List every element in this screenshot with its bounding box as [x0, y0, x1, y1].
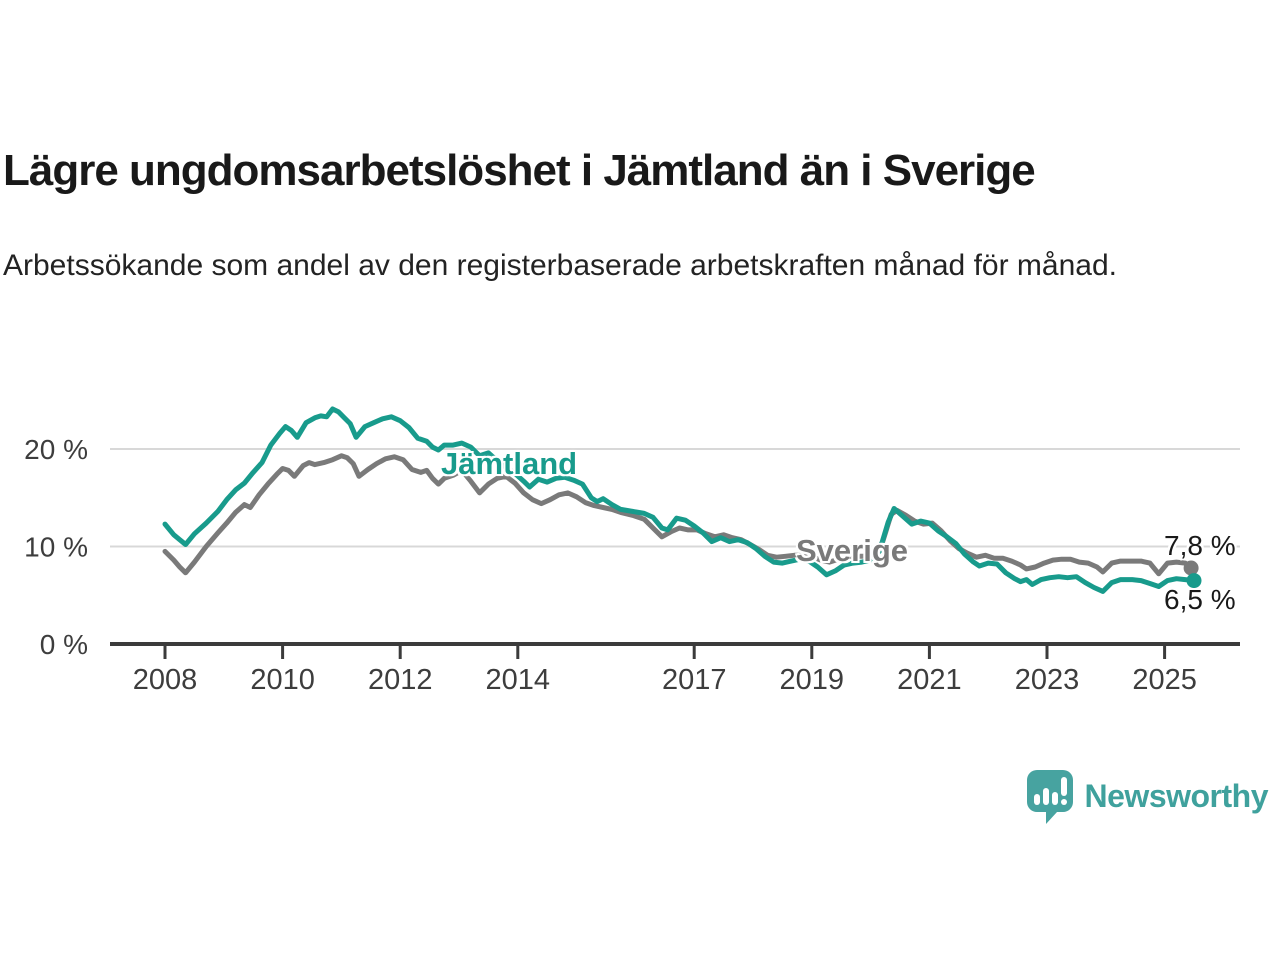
- bar-3: [1051, 792, 1058, 805]
- series-endpoint-sverige: [1183, 560, 1199, 576]
- x-axis-label-2010: 2010: [250, 664, 315, 696]
- x-axis-label-2017: 2017: [662, 664, 727, 696]
- exclamation-stem: [1060, 777, 1067, 796]
- series-line-sverige: [162, 453, 1194, 577]
- newsworthy-logo-icon: [1026, 770, 1073, 824]
- page-title: Lägre ungdomsarbetslöshet i Jämtland än …: [3, 146, 1036, 195]
- series-label-jamtland: Jämtland: [441, 446, 578, 481]
- series-line-jmtland: [162, 406, 1197, 594]
- page-subtitle: Arbetssökande som andel av den registerb…: [3, 249, 1117, 282]
- newsworthy-branding: Newsworthy: [1026, 769, 1269, 824]
- bar-1: [1033, 794, 1040, 805]
- brand-name: Newsworthy: [1084, 778, 1269, 814]
- end-value-label-jamtland: 6,5 %: [1164, 584, 1236, 615]
- y-axis-label-20: 20 %: [24, 434, 88, 465]
- x-axis-label-2019: 2019: [780, 664, 845, 696]
- series-endpoint-jmtland: [1186, 573, 1202, 589]
- series-label-sverige: Sverige: [796, 533, 909, 568]
- x-axis-label-2012: 2012: [368, 664, 433, 696]
- x-axis-label-2008: 2008: [133, 664, 198, 696]
- end-value-label-sverige: 7,8 %: [1164, 530, 1236, 561]
- x-axis-label-2021: 2021: [897, 664, 962, 696]
- x-axis-label-2014: 2014: [486, 664, 551, 696]
- x-axis-label-2025: 2025: [1132, 664, 1197, 696]
- y-axis-label-0: 0 %: [40, 629, 88, 660]
- x-axis-label-2023: 2023: [1015, 664, 1080, 696]
- bar-2: [1042, 788, 1049, 805]
- exclamation-dot: [1060, 799, 1067, 805]
- y-axis-label-10: 10 %: [24, 532, 88, 563]
